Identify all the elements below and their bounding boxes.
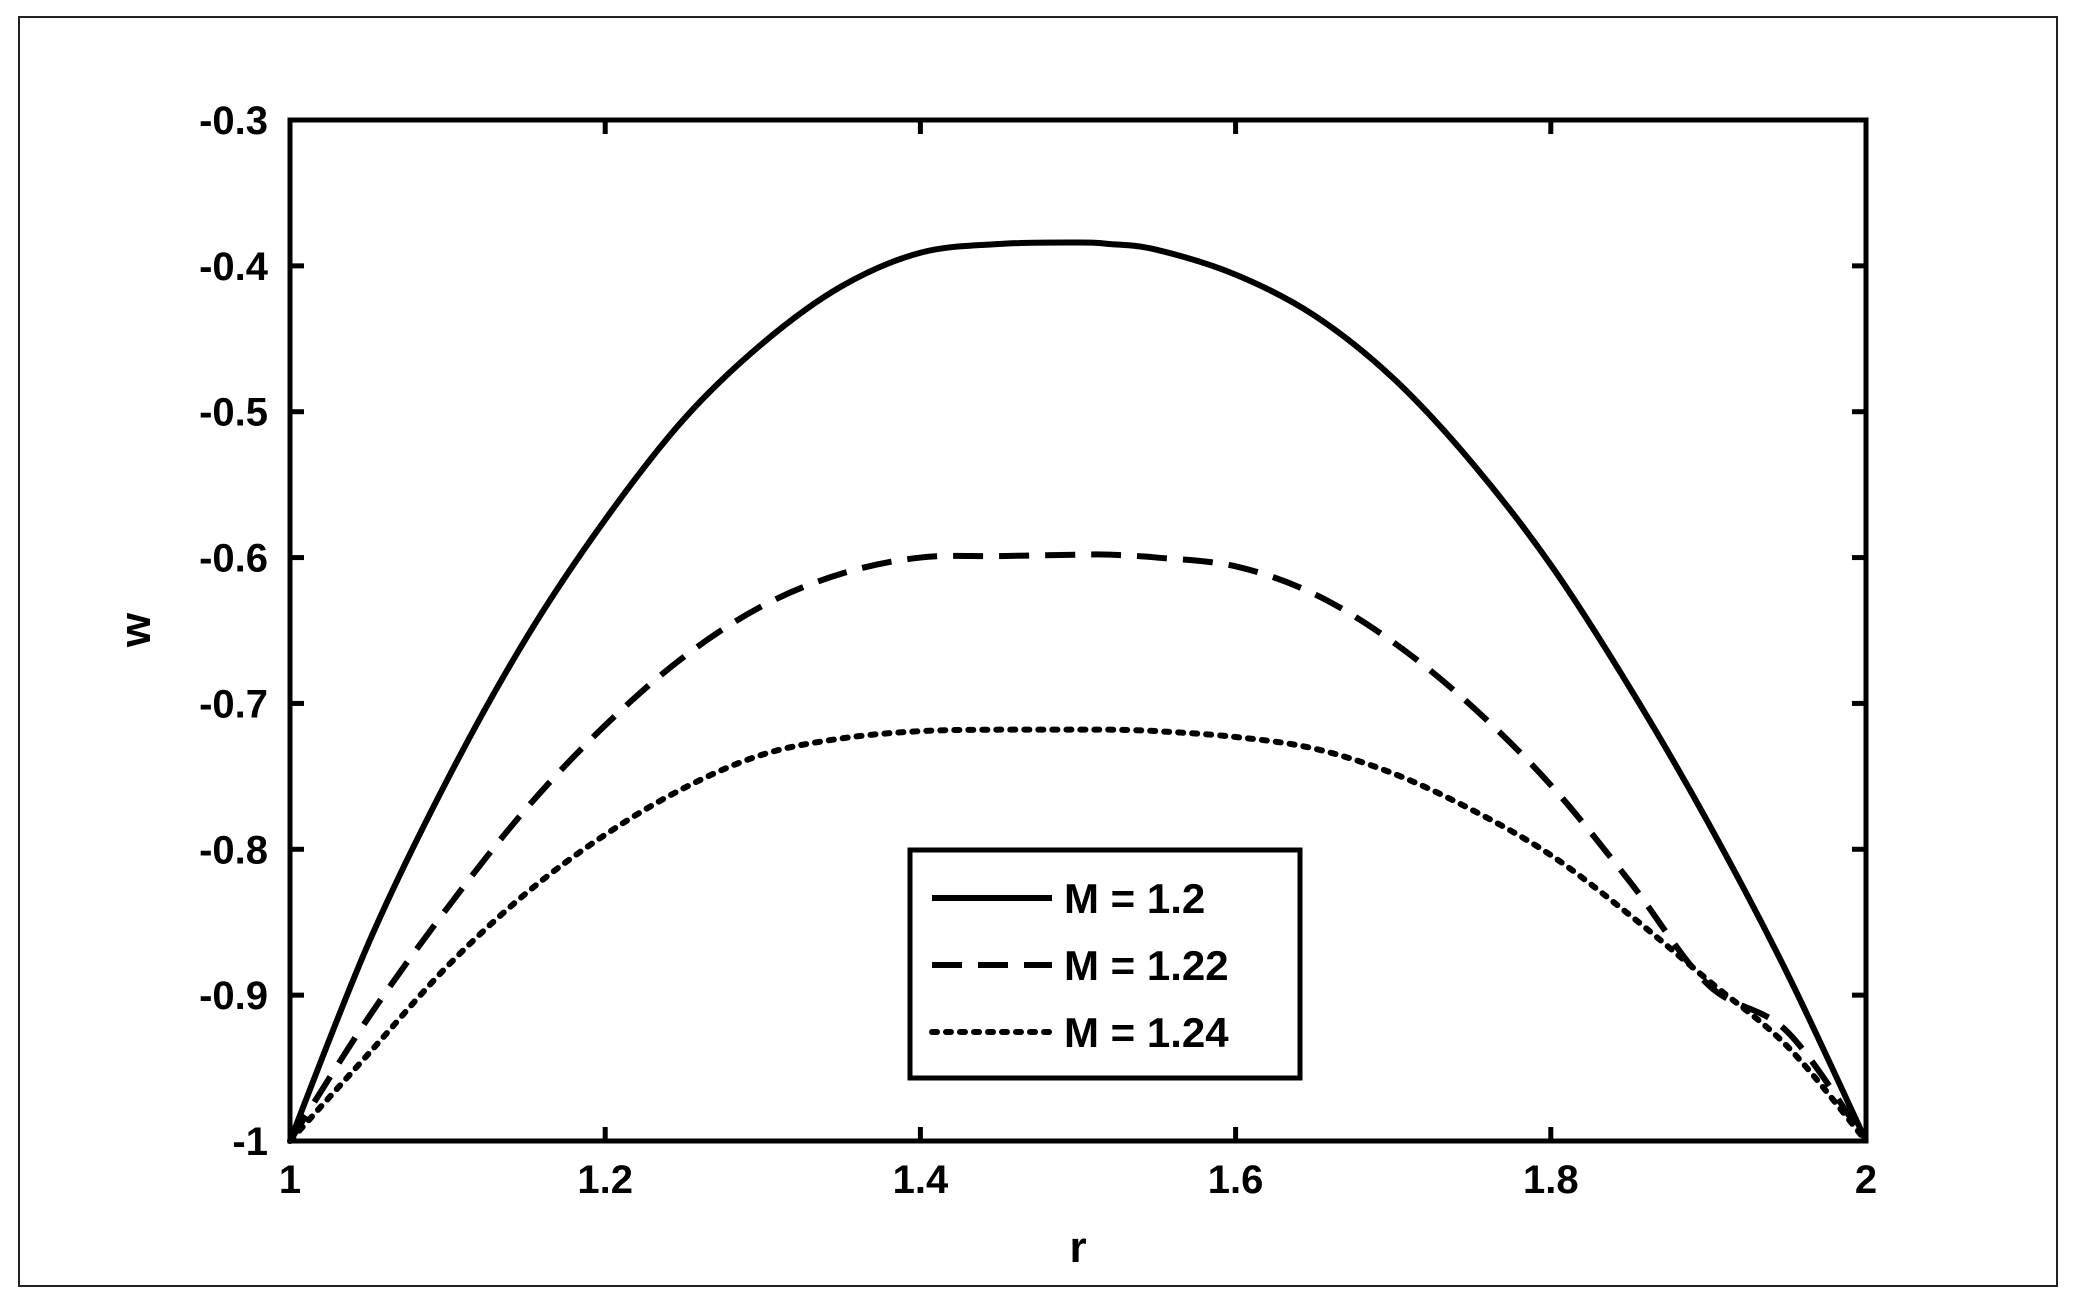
legend-label-2: M = 1.22 [1064,942,1229,989]
x-tick-label-2: 1.4 [893,1158,949,1202]
y-tick-label-1: -0.9 [199,974,268,1018]
tick-labels-layer: 1 1.2 1.4 1.6 1.8 2 -1 -0.9 -0.8 -0.7 -0.6 -0.5 -0.4… [199,99,1877,1202]
figure-frame [18,16,2058,1287]
y-tick-label-3: -0.7 [199,682,268,726]
y-tick-label-5: -0.5 [199,391,268,435]
y-tick-label-0: -1 [232,1120,268,1164]
curves-layer [287,239,1869,1144]
y-tick-label-7: -0.3 [199,99,268,143]
x-tick-label-3: 1.6 [1208,1158,1264,1202]
x-tick-label-4: 1.8 [1523,1158,1579,1202]
legend: M = 1.2 M = 1.22 M = 1.24 [907,847,1303,1081]
x-tick-label-1: 1.2 [577,1158,633,1202]
legend-label-3: M = 1.24 [1064,1009,1229,1056]
y-axis-title: w [111,612,160,648]
y-tick-label-6: -0.4 [199,245,269,289]
plot-area [287,117,1869,1144]
y-tick-label-4: -0.6 [199,537,268,581]
x-tick-label-0: 1 [279,1158,301,1202]
series-line-1 [287,239,1869,1143]
legend-label-1: M = 1.2 [1064,875,1205,922]
legend-items: M = 1.2 M = 1.22 M = 1.24 [929,875,1229,1056]
series-line-3 [287,726,1869,1144]
y-tick-label-2: -0.8 [199,828,268,872]
legend-box [907,847,1303,1081]
x-tick-label-5: 2 [1855,1158,1877,1202]
series-line-2 [287,551,1869,1143]
x-axis-title: r [1069,1223,1086,1272]
